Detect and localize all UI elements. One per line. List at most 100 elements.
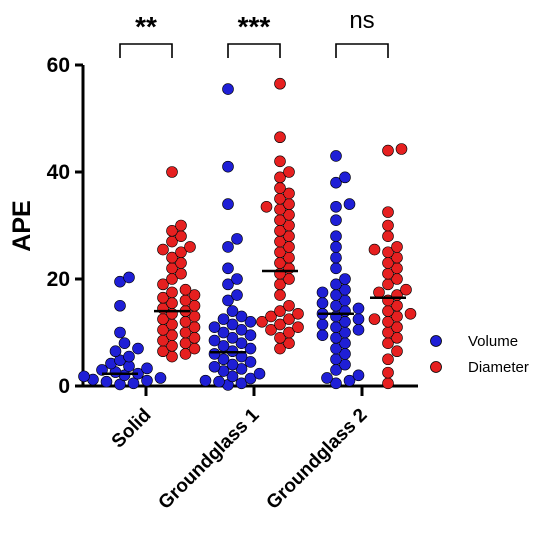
y-axis-label: APE	[8, 200, 36, 251]
data-point-diameter	[404, 307, 417, 320]
category-label: Groundglass 2	[263, 405, 372, 514]
data-point-volume	[123, 271, 135, 284]
data-point-volume	[330, 230, 342, 242]
data-point-volume	[330, 278, 342, 291]
data-point-diameter	[382, 366, 394, 379]
data-point-diameter	[166, 225, 178, 237]
data-point-volume	[78, 370, 90, 383]
y-ticks: 0 20 40 60	[47, 54, 83, 398]
data-point-volume	[235, 337, 248, 350]
category-label: Solid	[108, 405, 156, 453]
significance-label: ***	[238, 11, 271, 42]
data-point-diameter	[283, 313, 295, 325]
data-point-volume	[154, 372, 167, 384]
data-point-volume	[141, 374, 153, 387]
data-point-volume	[222, 278, 234, 291]
data-point-volume	[118, 337, 131, 350]
data-point-volume	[217, 326, 230, 339]
legend-volume-marker	[430, 335, 442, 347]
data-point-volume	[352, 313, 365, 325]
data-point-diameter	[373, 286, 385, 299]
y-tick-label: 60	[47, 54, 70, 77]
data-point-diameter	[157, 243, 169, 256]
data-point-volume	[114, 299, 126, 312]
data-point-diameter	[188, 289, 201, 301]
data-point-volume	[253, 367, 266, 380]
data-point-volume	[330, 214, 342, 226]
data-point-volume	[222, 241, 234, 253]
data-point-diameter	[368, 243, 381, 256]
data-point-diameter	[382, 246, 394, 259]
data-point-diameter	[382, 206, 394, 218]
data-point-volume	[244, 372, 257, 385]
data-point-volume	[114, 326, 126, 339]
data-point-volume	[222, 198, 234, 210]
data-point-diameter	[395, 143, 408, 155]
data-point-volume	[244, 356, 257, 368]
data-point-volume	[100, 375, 113, 388]
data-point-volume	[217, 313, 230, 325]
data-point-diameter	[274, 131, 286, 144]
y-tick-label: 20	[47, 268, 70, 291]
legend-diameter-marker	[430, 361, 442, 373]
data-point-diameter	[256, 315, 268, 328]
data-point-diameter	[382, 144, 394, 157]
data-point-volume	[132, 342, 144, 355]
data-point-diameter	[382, 377, 394, 390]
data-point-volume	[244, 315, 257, 328]
data-point-volume	[226, 358, 239, 371]
significance-bracket	[119, 43, 173, 58]
data-point-volume	[316, 318, 329, 331]
data-point-diameter	[274, 289, 286, 301]
data-point-diameter	[283, 166, 295, 178]
data-point-volume	[222, 294, 234, 307]
data-point-volume	[352, 369, 365, 382]
y-tick-label: 0	[58, 375, 70, 398]
data-point-volume	[330, 176, 342, 189]
significance-label: **	[135, 11, 157, 42]
data-point-diameter	[292, 321, 304, 333]
data-point-volume	[199, 374, 212, 387]
data-point-diameter	[391, 345, 403, 358]
data-point-volume	[330, 200, 342, 213]
data-point-volume	[208, 348, 221, 360]
data-point-diameter	[166, 286, 178, 299]
data-point-volume	[343, 374, 356, 387]
legend-diameter-label: Diameter	[468, 359, 529, 376]
data-point-volume	[226, 305, 239, 317]
median-lines	[102, 269, 406, 375]
x-ticks	[144, 386, 364, 396]
data-point-diameter	[283, 299, 295, 312]
data-point-diameter	[382, 230, 394, 242]
data-point-volume	[235, 324, 248, 336]
data-point-volume	[321, 372, 333, 384]
data-point-volume	[231, 289, 243, 301]
data-point-volume	[127, 377, 140, 390]
data-point-volume	[217, 353, 230, 366]
data-point-volume	[208, 360, 221, 373]
data-point-diameter	[157, 291, 169, 304]
y-tick-label: 40	[47, 161, 70, 184]
data-point-diameter	[283, 187, 295, 200]
data-point-diameter	[274, 155, 286, 168]
data-point-volume	[352, 324, 365, 336]
data-point-volume	[226, 370, 239, 383]
data-point-volume	[339, 171, 351, 184]
data-point-volume	[231, 273, 243, 285]
data-point-diameter	[274, 77, 286, 90]
data-point-diameter	[382, 219, 394, 232]
data-point-volume	[244, 329, 257, 341]
data-point-volume	[213, 375, 225, 388]
significance-label: ns	[349, 7, 374, 34]
data-points	[78, 77, 417, 391]
data-point-diameter	[179, 283, 192, 296]
data-point-volume	[330, 377, 342, 390]
data-point-volume	[352, 302, 365, 315]
data-point-diameter	[400, 283, 412, 296]
data-point-diameter	[175, 246, 187, 259]
data-point-volume	[244, 342, 257, 355]
data-point-diameter	[292, 307, 304, 320]
data-point-volume	[330, 262, 342, 275]
data-point-volume	[222, 262, 234, 275]
